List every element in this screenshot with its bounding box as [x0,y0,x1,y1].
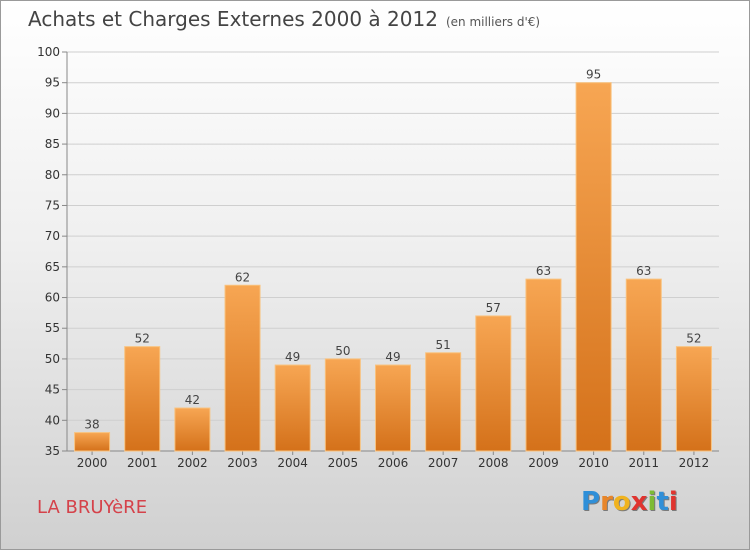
bar-2006 [375,364,411,452]
chart-subtitle: (en milliers d'€) [445,15,541,29]
data-label: 49 [285,350,300,364]
data-label: 42 [185,393,200,407]
bar-2001 [124,346,161,452]
data-label: 50 [335,344,350,358]
data-label: 57 [486,301,501,315]
y-tick-label: 60 [45,291,60,305]
bar-2004 [274,364,311,452]
x-tick-label: 2012 [679,456,710,470]
y-tick-label: 95 [45,76,60,90]
axes: 35 40 45 50 55 60 65 70 75 80 85 90 95 100 2000 2001 200… [37,45,719,470]
y-tick-label: 80 [45,168,60,182]
y-tick-label: 75 [45,198,60,212]
x-tick-label: 2009 [528,456,559,470]
data-label: 52 [686,332,701,346]
y-tick-label: 45 [45,383,60,397]
x-tick-label: 2008 [478,456,509,470]
data-label: 51 [436,338,451,352]
logo-letter: x [630,487,648,517]
x-tick-label: 2003 [227,456,258,470]
bar-2000 [74,432,111,452]
bar-2007 [425,352,462,452]
y-tick-label: 40 [45,413,60,427]
bar-2002 [174,407,211,452]
x-tick-label: 2006 [378,456,409,470]
data-label: 95 [586,68,601,82]
commune-name: LA BRUYèRE [37,497,148,518]
y-tick-label: 85 [45,137,60,151]
data-label: 49 [385,350,400,364]
x-tick-label: 2011 [628,456,659,470]
logo-letter: t [656,487,669,517]
bars: 38 52 42 62 49 50 49 51 57 63 95 63 52 [74,68,712,452]
x-tick-label: 2005 [328,456,359,470]
x-tick-label: 2000 [77,456,108,470]
y-tick-label: 65 [45,260,60,274]
logo-letter: i [647,487,657,517]
bar-2010 [575,82,612,452]
y-tick-label: 100 [37,45,60,59]
logo-letter: o [612,487,631,517]
y-tick-label: 35 [45,444,60,458]
data-label: 38 [84,418,99,432]
bar-2009 [525,278,562,452]
y-tick-label: 70 [45,229,60,243]
logo-letter: i [668,487,678,517]
chart-title-text: Achats et Charges Externes 2000 à 2012 [28,7,438,31]
bar-2012 [675,346,712,452]
x-tick-label: 2007 [428,456,459,470]
y-tick-label: 50 [45,352,60,366]
bar-2008 [475,315,512,452]
proxiti-logo: Proxiti [581,487,678,517]
x-tick-label: 2004 [277,456,308,470]
logo-letter: r [600,487,613,517]
data-label: 63 [636,264,651,278]
data-label: 52 [135,332,150,346]
data-label: 62 [235,270,250,284]
data-label: 63 [536,264,551,278]
y-tick-label: 90 [45,106,60,120]
bar-2005 [324,358,361,452]
bar-2011 [625,278,662,452]
bar-2003 [224,284,261,452]
x-tick-label: 2001 [127,456,158,470]
chart-title: Achats et Charges Externes 2000 à 2012 (e… [28,7,540,31]
y-tick-label: 55 [45,321,60,335]
logo-letter: P [581,487,601,517]
x-tick-label: 2010 [578,456,609,470]
x-tick-label: 2002 [177,456,208,470]
